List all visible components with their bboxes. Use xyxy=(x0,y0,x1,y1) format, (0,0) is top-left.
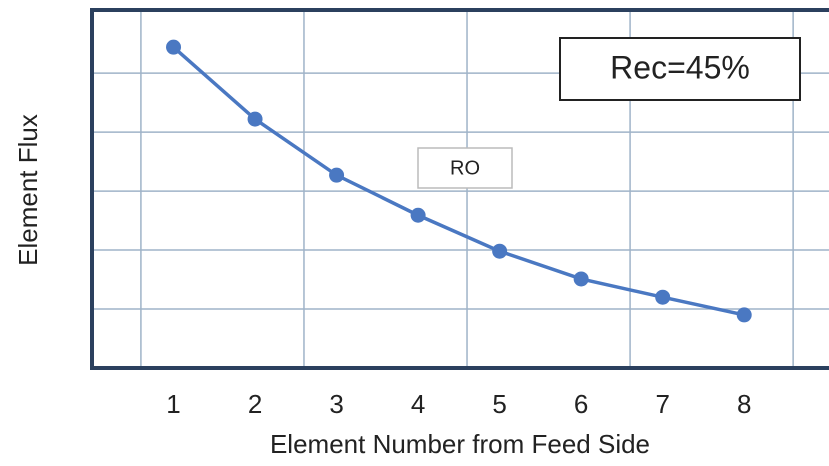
data-point xyxy=(736,307,752,323)
x-tick-label: 2 xyxy=(248,389,262,419)
x-axis-label: Element Number from Feed Side xyxy=(270,429,650,459)
x-tick-label: 6 xyxy=(574,389,588,419)
x-tick-label: 1 xyxy=(166,389,180,419)
data-point xyxy=(329,167,345,183)
annotation-box xyxy=(417,147,513,189)
annotation: Rec=45% xyxy=(610,49,750,85)
data-point xyxy=(655,289,671,305)
annotation-box xyxy=(559,37,801,101)
annotation: RO xyxy=(450,157,480,179)
x-tick-label: 8 xyxy=(737,389,751,419)
series-line xyxy=(172,45,745,317)
x-tick-label: 3 xyxy=(329,389,343,419)
y-axis-label: Element Flux xyxy=(13,114,43,266)
x-tick-label: 4 xyxy=(411,389,425,419)
x-tick-label: 7 xyxy=(655,389,669,419)
data-point xyxy=(247,111,263,127)
data-point xyxy=(573,271,589,287)
data-point xyxy=(492,243,508,259)
data-point xyxy=(410,207,426,223)
x-tick-label: 5 xyxy=(492,389,506,419)
plot-border xyxy=(90,8,829,370)
data-point xyxy=(166,39,182,55)
